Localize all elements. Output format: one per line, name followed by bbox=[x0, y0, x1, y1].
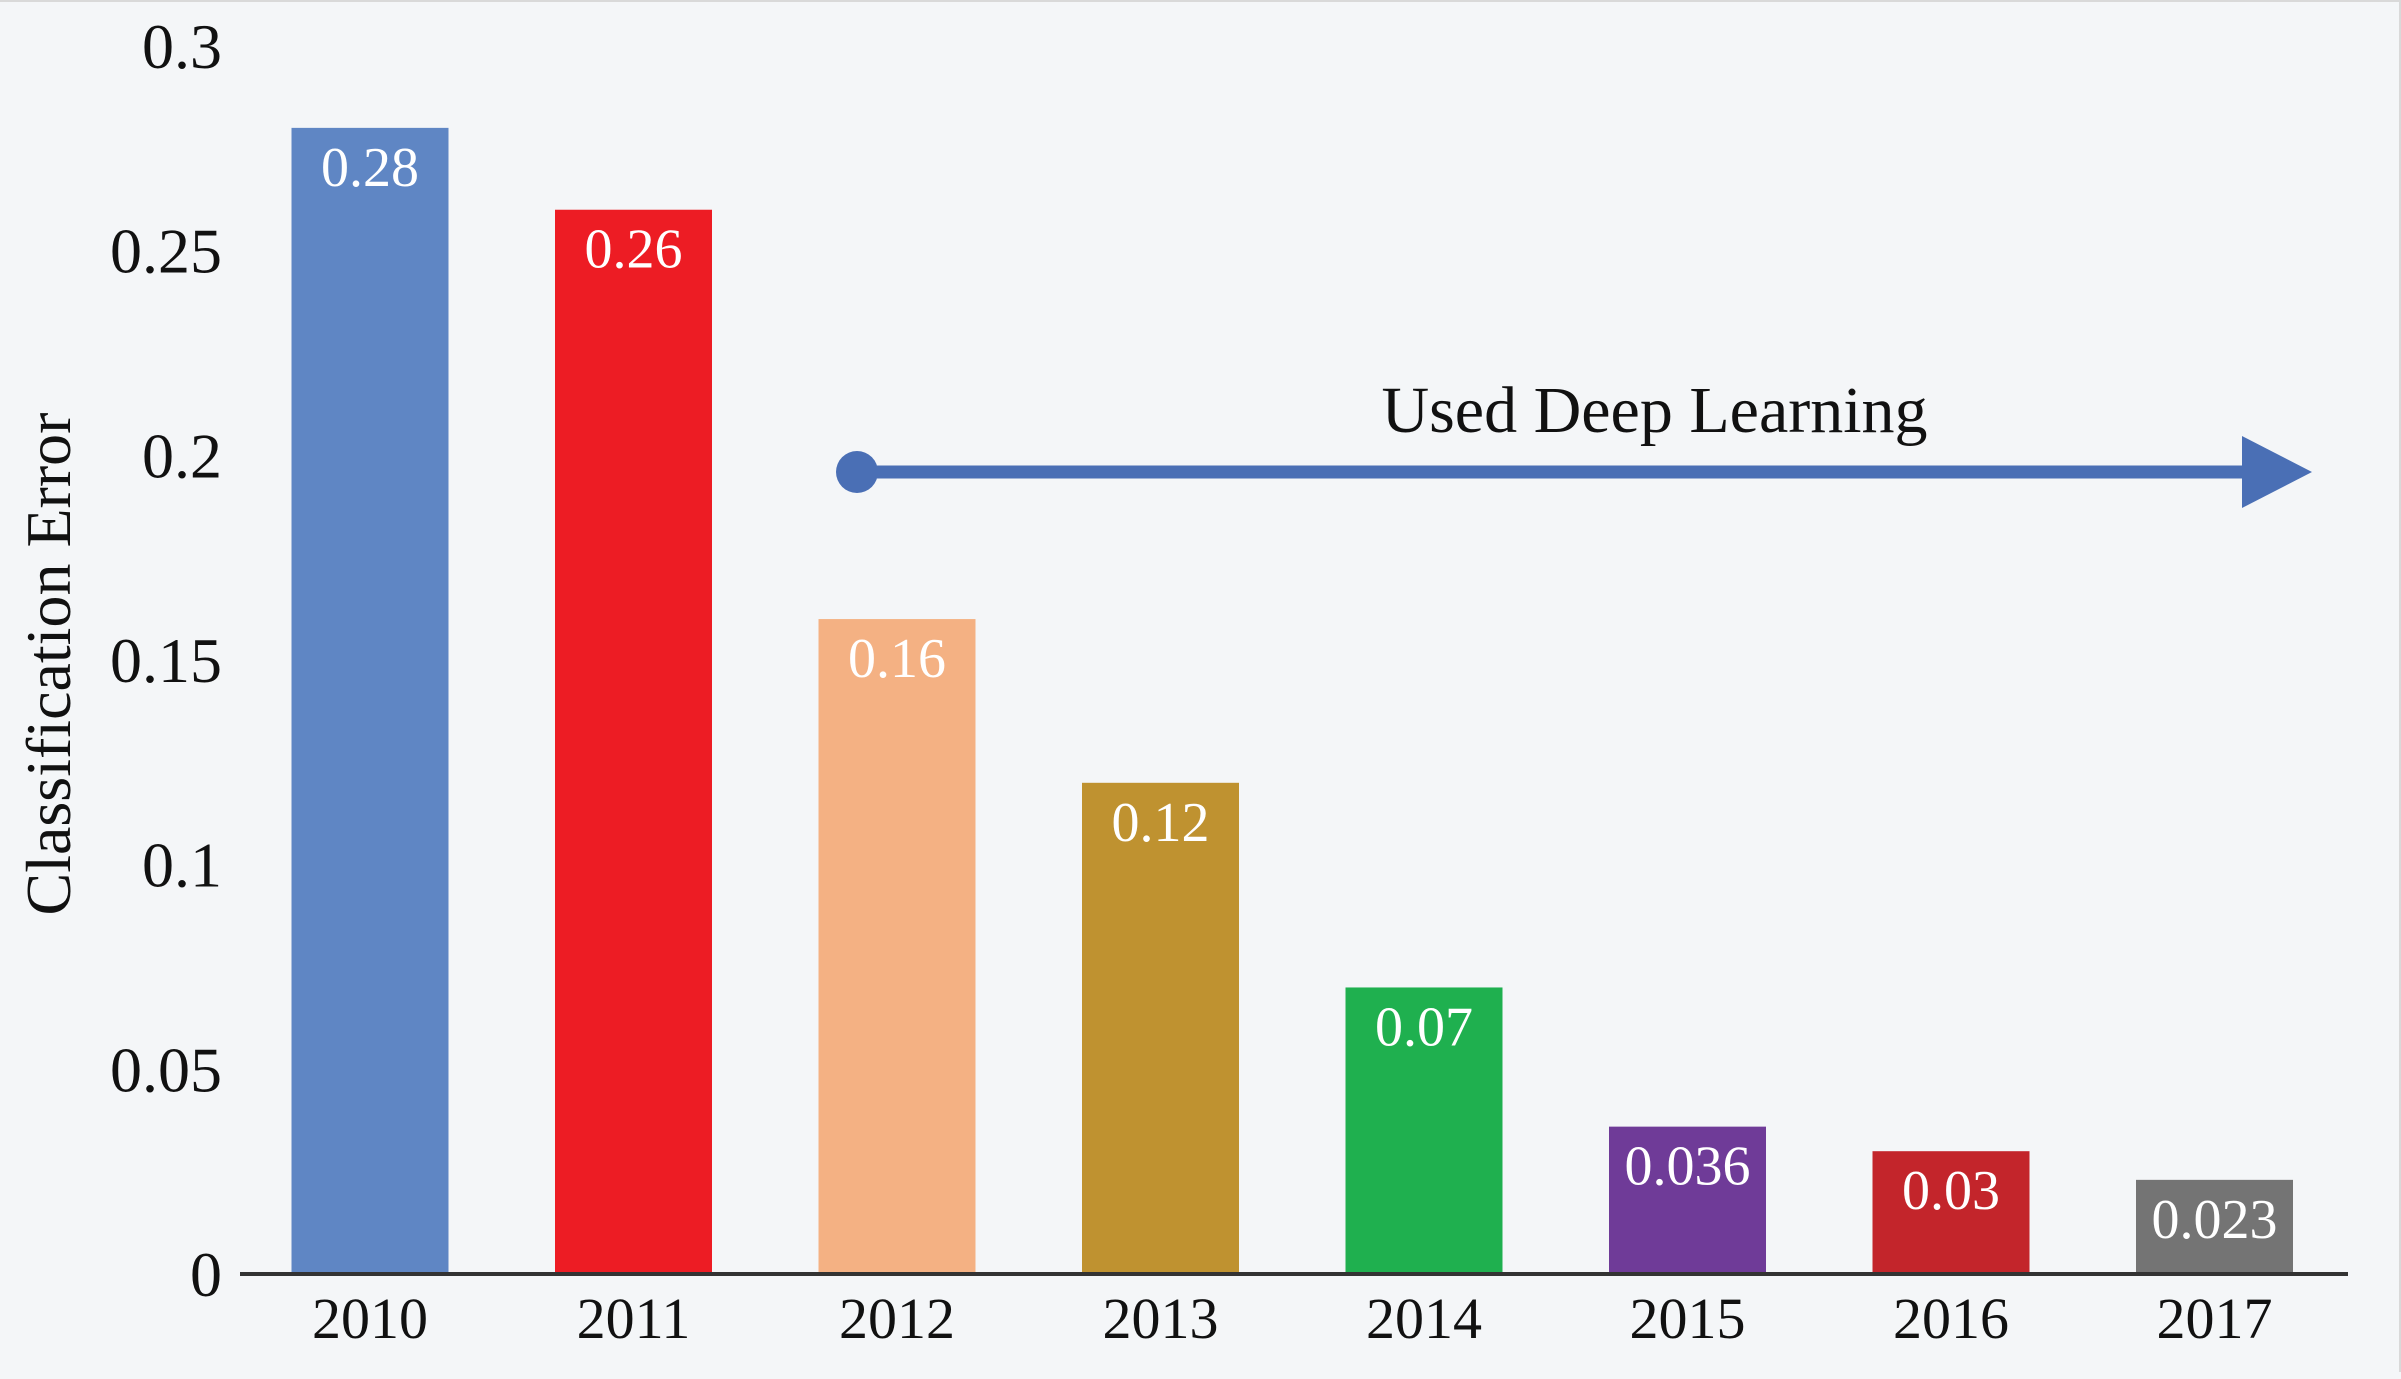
x-axis-ticks: 2010 2011 2012 2013 2014 2015 2016 2017 bbox=[312, 1286, 2273, 1351]
x-tick-label: 2015 bbox=[1630, 1286, 1746, 1351]
bar-2017 bbox=[2136, 1179, 2293, 1274]
y-tick-label: 0.25 bbox=[110, 216, 222, 287]
x-tick-label: 2014 bbox=[1366, 1286, 1482, 1351]
bar-value-label: 0.07 bbox=[1375, 996, 1473, 1058]
annotation-arrow-head bbox=[2242, 436, 2312, 508]
bar-value-label: 0.26 bbox=[585, 219, 683, 281]
annotation-label: Used Deep Learning bbox=[1381, 374, 1927, 447]
bar-value-label: 0.03 bbox=[1902, 1160, 2000, 1222]
y-axis-title: Classification Error bbox=[13, 413, 84, 916]
y-tick-label: 0.1 bbox=[142, 830, 222, 901]
bar-2012 bbox=[818, 619, 976, 1274]
bars bbox=[291, 127, 2293, 1274]
x-tick-label: 2016 bbox=[1893, 1286, 2009, 1351]
x-tick-label: 2011 bbox=[577, 1286, 691, 1351]
bar-2016 bbox=[1872, 1151, 2030, 1274]
y-tick-label: 0.05 bbox=[110, 1034, 222, 1105]
y-tick-label: 0.3 bbox=[142, 11, 222, 82]
annotation-start-dot bbox=[836, 451, 878, 493]
x-tick-label: 2012 bbox=[839, 1286, 955, 1351]
bar-value-label: 0.036 bbox=[1625, 1136, 1751, 1198]
y-tick-label: 0 bbox=[190, 1239, 222, 1310]
y-tick-label: 0.2 bbox=[142, 420, 222, 491]
bar-value-label: 0.28 bbox=[321, 137, 419, 199]
y-tick-label: 0.15 bbox=[110, 625, 222, 696]
bar-2013 bbox=[1082, 782, 1239, 1274]
deep-learning-annotation: Used Deep Learning bbox=[836, 374, 2312, 508]
bar-value-labels: 0.28 0.26 0.16 0.12 0.07 0.036 0.03 0.023 bbox=[321, 137, 2278, 1251]
bar-value-label: 0.023 bbox=[2152, 1189, 2278, 1251]
x-tick-label: 2013 bbox=[1103, 1286, 1219, 1351]
x-tick-label: 2017 bbox=[2157, 1286, 2273, 1351]
bar-2011 bbox=[555, 209, 712, 1274]
x-tick-label: 2010 bbox=[312, 1286, 428, 1351]
bar-value-label: 0.12 bbox=[1112, 792, 1210, 854]
bar-value-label: 0.16 bbox=[848, 628, 946, 690]
bar-2014 bbox=[1345, 987, 1503, 1274]
bar-2010 bbox=[291, 127, 449, 1274]
bar-2015 bbox=[1609, 1126, 1766, 1274]
y-axis-ticks: 0 0.05 0.1 0.15 0.2 0.25 0.3 bbox=[110, 11, 222, 1310]
